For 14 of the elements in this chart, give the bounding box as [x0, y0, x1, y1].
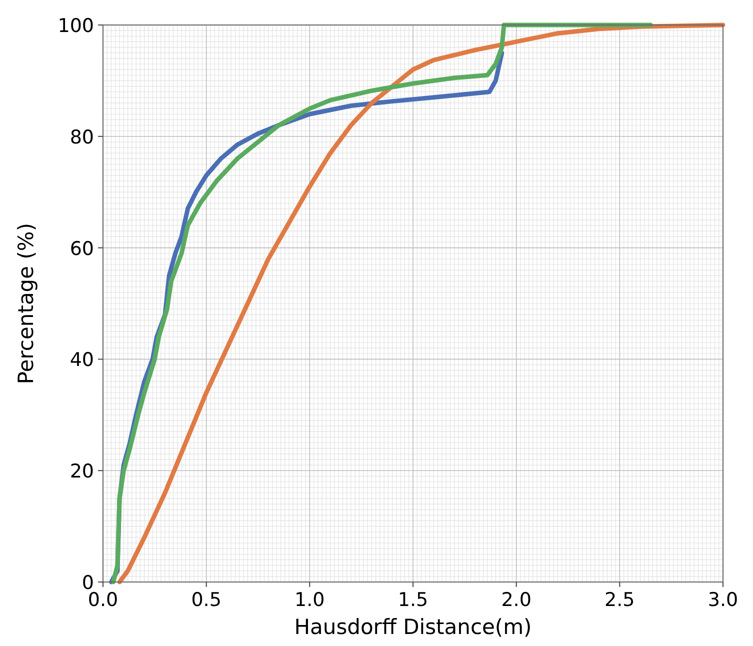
- x-axis-title: Hausdorff Distance(m): [294, 615, 532, 639]
- y-axis-title: Percentage (%): [14, 222, 38, 384]
- y-tick-label: 80: [70, 126, 94, 148]
- y-tick-label: 100: [58, 15, 94, 37]
- y-tick-label: 60: [70, 238, 94, 260]
- x-tick-label: 2.0: [501, 589, 532, 611]
- y-tick-label: 20: [70, 460, 94, 483]
- x-tick-label: 0.5: [191, 589, 222, 611]
- x-tick-label: 1.0: [294, 589, 325, 611]
- x-tick-label: 1.5: [398, 589, 428, 611]
- x-tick-label: 3.0: [708, 589, 738, 611]
- x-tick-label: 2.5: [604, 589, 635, 611]
- y-tick-label: 40: [70, 349, 94, 372]
- x-tick-label: 0.0: [88, 589, 118, 611]
